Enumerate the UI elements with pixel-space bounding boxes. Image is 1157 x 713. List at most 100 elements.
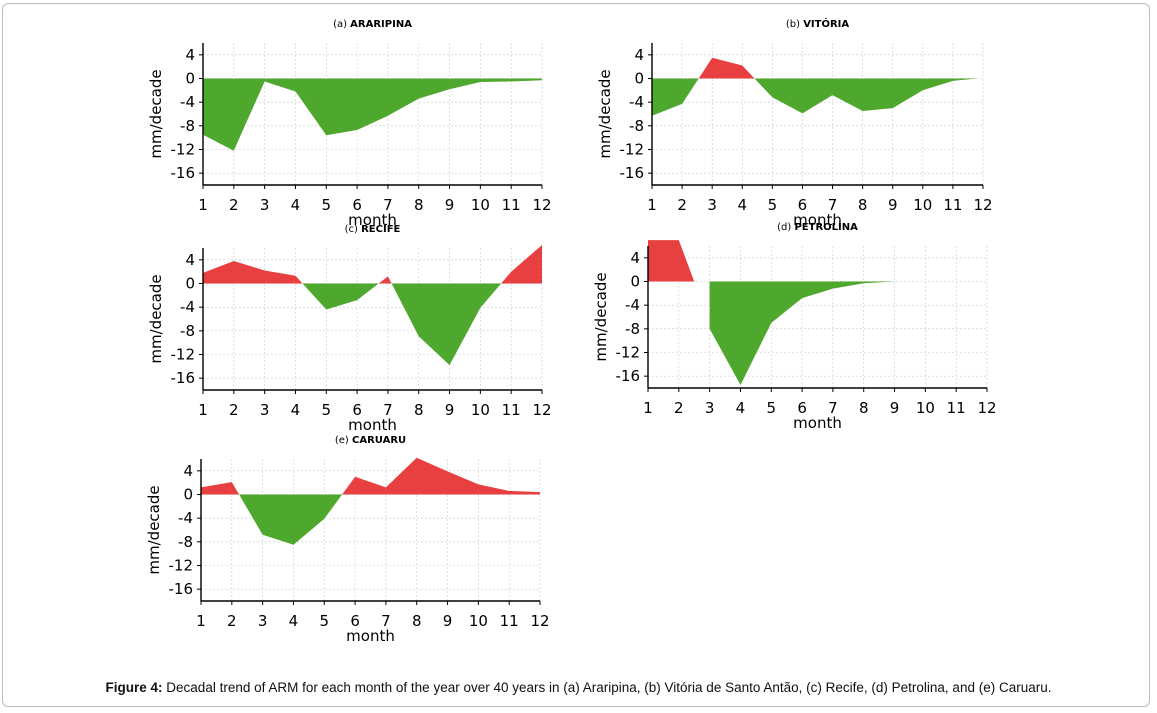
y-tick-label: 4 xyxy=(185,251,195,269)
chart-title-name: VITÓRIA xyxy=(803,17,849,30)
x-tick-label: 2 xyxy=(229,401,239,419)
x-tick-label: 1 xyxy=(196,612,206,630)
x-tick-label: 9 xyxy=(445,401,455,419)
chart-title: (c) RECIFE xyxy=(345,224,401,235)
y-tick-label: -16 xyxy=(171,369,196,387)
x-tick-label: 1 xyxy=(647,196,657,214)
x-tick-label: 10 xyxy=(916,399,935,417)
y-tick-label: -4 xyxy=(625,296,640,314)
chart-panel-1: 40-4-8-12-161 2 3 4 5 6 7 8 9 10 11 12monthmm/decad… xyxy=(147,19,552,229)
chart-panel-3: 40-4-8-12-161 2 3 4 5 6 7 8 9 10 11 12monthmm/decad… xyxy=(147,224,552,434)
x-axis-label: month xyxy=(348,416,397,434)
y-tick-label: -4 xyxy=(180,93,195,111)
x-tick-label: 6 xyxy=(350,612,360,630)
x-tick-label: 3 xyxy=(260,401,270,419)
chart-title-prefix: (e) xyxy=(335,435,352,446)
x-tick-label: 8 xyxy=(414,401,424,419)
y-axis-label: mm/decade xyxy=(145,485,163,574)
x-tick-label: 7 xyxy=(381,612,391,630)
x-tick-label: 8 xyxy=(859,399,869,417)
x-tick-label: 7 xyxy=(383,401,393,419)
y-tick-label: 0 xyxy=(634,70,644,88)
chart-title: (a) ARARIPINA xyxy=(333,19,412,30)
chart-title: (b) VITÓRIA xyxy=(786,17,850,30)
chart-title-name: PETROLINA xyxy=(794,222,858,233)
y-tick-label: -12 xyxy=(169,557,194,575)
x-tick-label: 1 xyxy=(198,401,208,419)
x-tick-label: 4 xyxy=(289,612,299,630)
x-axis-label: month xyxy=(346,627,395,645)
x-tick-label: 10 xyxy=(469,612,488,630)
negative-trend-area xyxy=(302,283,379,310)
x-tick-label: 8 xyxy=(858,196,868,214)
negative-trend-area xyxy=(391,283,502,366)
chart-panel-4: 40-4-8-12-161 2 3 4 5 6 7 8 9 10 11 12monthmm/decad… xyxy=(592,222,997,432)
negative-trend-area xyxy=(754,78,977,114)
positive-trend-area xyxy=(342,457,540,495)
chart-title-prefix: (a) xyxy=(333,19,350,30)
x-tick-label: 9 xyxy=(445,196,455,214)
chart-title-prefix: (c) xyxy=(345,224,361,235)
positive-trend-area xyxy=(203,261,303,284)
chart-panel-5: 40-4-8-12-161 2 3 4 5 6 7 8 9 10 11 12monthmm/decad… xyxy=(145,435,550,645)
positive-trend-area xyxy=(501,245,542,284)
chart-title-prefix: (d) xyxy=(777,222,794,233)
x-tick-label: 6 xyxy=(797,399,807,417)
chart-panel-2: 40-4-8-12-161 2 3 4 5 6 7 8 9 10 11 12monthmm/decad… xyxy=(596,17,993,229)
x-tick-label: 5 xyxy=(768,196,778,214)
x-tick-label: 5 xyxy=(766,399,776,417)
x-tick-label: 4 xyxy=(291,401,301,419)
y-tick-label: -16 xyxy=(616,367,641,385)
y-tick-label: -8 xyxy=(180,117,195,135)
negative-trend-area xyxy=(203,78,542,151)
x-axis-label: month xyxy=(793,414,842,432)
y-tick-label: -8 xyxy=(629,117,644,135)
y-axis-label: mm/decade xyxy=(147,274,165,363)
chart-title-name: ARARIPINA xyxy=(350,19,412,30)
positive-trend-area xyxy=(378,276,392,284)
positive-trend-area xyxy=(698,57,755,79)
caption-text: Decadal trend of ARM for each month of t… xyxy=(166,680,1052,695)
negative-trend-area xyxy=(652,78,699,116)
y-tick-label: -12 xyxy=(616,344,641,362)
x-tick-label: 12 xyxy=(532,196,551,214)
y-tick-label: -8 xyxy=(625,320,640,338)
y-tick-label: -12 xyxy=(171,141,196,159)
y-tick-label: -8 xyxy=(180,322,195,340)
y-tick-label: -8 xyxy=(178,533,193,551)
x-tick-label: 6 xyxy=(352,196,362,214)
x-tick-label: 4 xyxy=(291,196,301,214)
y-tick-label: 4 xyxy=(183,462,193,480)
x-axis-label: month xyxy=(793,211,842,229)
x-tick-label: 12 xyxy=(977,399,996,417)
y-tick-label: -16 xyxy=(169,580,194,598)
x-tick-label: 11 xyxy=(502,401,521,419)
y-axis-label: mm/decade xyxy=(596,69,614,158)
positive-trend-area xyxy=(648,240,695,282)
x-tick-label: 12 xyxy=(530,612,549,630)
y-tick-label: 0 xyxy=(183,486,193,504)
chart-title-prefix: (b) xyxy=(786,19,803,30)
x-tick-label: 10 xyxy=(471,401,490,419)
figure-frame xyxy=(2,3,1150,707)
y-tick-label: -4 xyxy=(180,298,195,316)
x-tick-label: 1 xyxy=(198,196,208,214)
x-tick-label: 10 xyxy=(913,196,932,214)
x-tick-label: 3 xyxy=(707,196,717,214)
x-tick-label: 10 xyxy=(471,196,490,214)
x-tick-label: 12 xyxy=(973,196,992,214)
x-tick-label: 11 xyxy=(943,196,962,214)
chart-title: (e) CARUARU xyxy=(335,435,406,446)
chart-title-name: RECIFE xyxy=(361,224,400,235)
x-tick-label: 5 xyxy=(321,196,331,214)
y-tick-label: 4 xyxy=(634,46,644,64)
y-tick-label: -16 xyxy=(171,164,196,182)
y-tick-label: -4 xyxy=(629,93,644,111)
y-tick-label: -12 xyxy=(171,346,196,364)
y-tick-label: 0 xyxy=(185,275,195,293)
x-tick-label: 3 xyxy=(705,399,715,417)
x-tick-label: 7 xyxy=(828,399,838,417)
x-axis-label: month xyxy=(348,211,397,229)
figure-caption: Figure 4: Decadal trend of ARM for each … xyxy=(0,680,1157,695)
chart-title-name: CARUARU xyxy=(352,435,406,446)
